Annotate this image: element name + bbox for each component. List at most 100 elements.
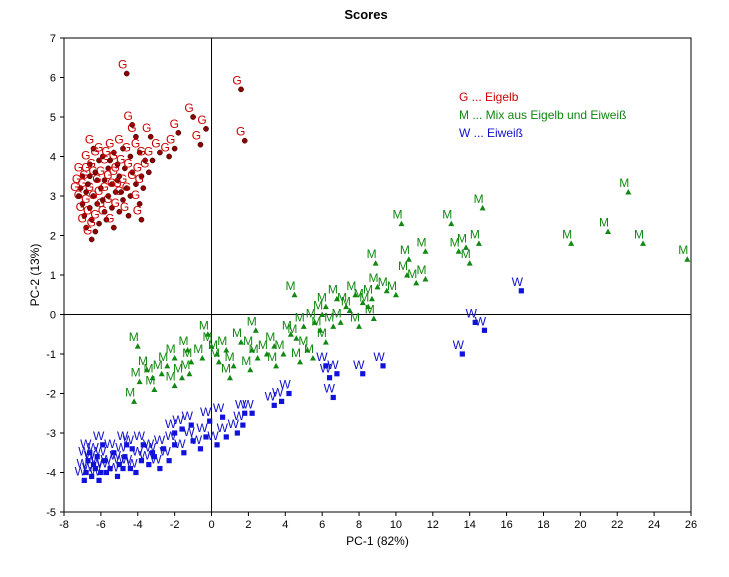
point-marker — [120, 197, 126, 203]
point-marker — [77, 185, 84, 191]
point-marker — [422, 275, 429, 282]
point-label: M — [295, 310, 305, 324]
point-marker — [133, 133, 139, 140]
point-marker — [214, 442, 220, 448]
point-marker — [110, 149, 117, 156]
point-label: W — [97, 457, 109, 471]
x-tick-label: 20 — [574, 519, 586, 531]
point-label: W — [207, 429, 219, 443]
point-label: G — [101, 144, 110, 158]
point-marker — [127, 153, 134, 160]
point-label: G — [96, 196, 105, 210]
point-marker — [252, 327, 259, 333]
point-marker — [136, 149, 143, 156]
point-marker — [481, 327, 488, 333]
point-label: M — [291, 346, 301, 360]
point-label: G — [118, 58, 127, 72]
x-tick-label: 8 — [356, 519, 362, 531]
point-marker — [197, 446, 204, 452]
point-marker — [240, 422, 246, 428]
point-label: M — [416, 235, 426, 249]
point-label: G — [136, 144, 145, 158]
point-marker — [448, 220, 455, 227]
point-label: G — [72, 172, 81, 186]
point-label: G — [90, 144, 99, 158]
point-marker — [131, 398, 138, 404]
point-marker — [101, 177, 108, 184]
point-label: M — [173, 362, 183, 376]
point-marker — [90, 193, 97, 199]
y-tick-label: -4 — [46, 468, 56, 480]
point-marker — [472, 319, 478, 325]
point-marker — [184, 347, 191, 353]
point-marker — [392, 291, 399, 298]
point-label: W — [89, 464, 101, 478]
point-marker — [207, 418, 213, 424]
point-marker — [254, 354, 261, 361]
point-marker — [127, 193, 134, 199]
point-label: W — [196, 421, 208, 435]
point-marker — [99, 153, 106, 160]
point-marker — [151, 454, 157, 460]
legend: G ... Eigelb M ... Mix aus Eigelb und Eiw… — [459, 90, 626, 140]
point-label: M — [350, 310, 360, 324]
point-marker — [273, 362, 280, 369]
point-label: G — [131, 137, 140, 151]
point-marker — [92, 228, 99, 235]
point-label: M — [470, 227, 480, 241]
point-marker — [208, 343, 215, 349]
point-marker — [116, 208, 123, 215]
point-marker — [158, 370, 165, 377]
point-label: W — [108, 460, 120, 474]
zero-lines — [64, 38, 691, 512]
point-label: W — [93, 429, 105, 443]
point-label: M — [367, 247, 377, 261]
point-label: G — [135, 172, 144, 186]
y-tick-label: 6 — [50, 73, 56, 85]
point-marker — [79, 173, 86, 180]
point-marker — [92, 465, 98, 472]
point-marker — [172, 430, 178, 436]
point-label: W — [228, 417, 240, 431]
point-marker — [179, 426, 185, 432]
point-label: G — [98, 204, 107, 218]
point-marker — [166, 153, 172, 160]
point-marker — [203, 126, 209, 132]
x-axis-label: PC-1 (82%) — [346, 534, 409, 548]
x-tick-label: 10 — [390, 519, 402, 531]
point-label: G — [76, 200, 85, 214]
point-label: G — [77, 212, 86, 226]
point-label: M — [442, 208, 452, 222]
point-label: M — [619, 176, 629, 190]
point-label: G — [133, 204, 142, 218]
point-marker — [122, 454, 128, 460]
point-label: W — [113, 453, 125, 467]
y-tick-label: -2 — [46, 389, 56, 401]
point-marker — [172, 442, 178, 448]
point-label: G — [87, 216, 96, 230]
point-marker — [374, 283, 381, 290]
point-label: G — [83, 204, 92, 218]
y-tick-label: 3 — [50, 191, 56, 203]
point-marker — [304, 347, 311, 353]
point-label: W — [182, 409, 194, 423]
point-marker — [118, 189, 125, 195]
point-marker — [123, 185, 130, 191]
point-label: G — [124, 109, 133, 123]
point-marker — [333, 295, 340, 302]
point-label: M — [265, 330, 275, 344]
point-marker — [147, 133, 154, 140]
point-marker — [263, 351, 270, 357]
point-marker — [140, 442, 146, 448]
point-label: M — [363, 283, 373, 297]
point-label: W — [213, 401, 225, 415]
point-marker — [466, 260, 473, 266]
point-marker — [114, 177, 121, 184]
point-marker — [138, 216, 145, 223]
point-marker — [346, 307, 353, 314]
point-marker — [160, 446, 167, 452]
legend-entry-M: M ... Mix aus Eigelb und Eiweiß — [459, 108, 626, 122]
point-label: W — [324, 381, 336, 395]
point-marker — [370, 315, 377, 321]
point-marker — [86, 173, 93, 180]
